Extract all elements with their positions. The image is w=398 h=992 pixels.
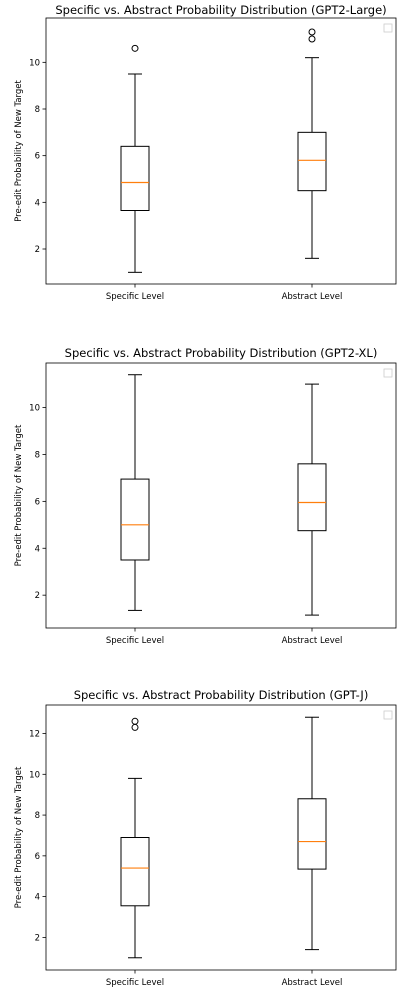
iqr-box: [297, 798, 327, 870]
y-tick-label: 6: [35, 497, 40, 507]
x-tick-label: Abstract Level: [282, 636, 343, 646]
subplot-1: Specific vs. Abstract Probability Distri…: [14, 3, 397, 302]
x-tick-label: Abstract Level: [282, 978, 343, 988]
y-axis-label: Pre-edit Probability of New Target: [14, 79, 24, 221]
box-specific-level: [120, 44, 150, 273]
y-tick-label: 6: [35, 152, 40, 162]
legend: [383, 368, 393, 378]
y-tick-label: 2: [35, 591, 40, 601]
y-tick-label: 6: [35, 852, 40, 862]
plot-frame: [45, 704, 397, 971]
y-tick-label: 2: [35, 933, 40, 943]
box-specific-level: [120, 717, 150, 959]
y-axis-label: Pre-edit Probability of New Target: [14, 766, 24, 908]
legend: [383, 23, 393, 33]
y-tick-label: 10: [29, 770, 40, 780]
outlier-point: [131, 717, 139, 725]
x-tick-label: Specific Level: [106, 292, 164, 302]
iqr-box: [120, 145, 150, 211]
y-tick-label: 8: [35, 450, 40, 460]
plot-frame: [45, 362, 397, 629]
x-tick-label: Specific Level: [106, 636, 164, 646]
chart-title: Specific vs. Abstract Probability Distri…: [65, 346, 378, 360]
box-specific-level: [120, 374, 150, 611]
y-tick-label: 10: [29, 58, 40, 68]
chart-title: Specific vs. Abstract Probability Distri…: [55, 3, 386, 17]
outlier-point: [308, 28, 316, 36]
outlier-point: [131, 723, 139, 731]
iqr-box: [120, 478, 150, 561]
box-abstract-level: [297, 716, 327, 951]
x-tick-label: Abstract Level: [282, 292, 343, 302]
outlier-point: [131, 44, 139, 52]
y-tick-label: 12: [29, 730, 40, 740]
y-tick-label: 8: [35, 105, 40, 115]
iqr-box: [297, 131, 327, 192]
y-tick-label: 4: [35, 544, 40, 554]
y-tick-label: 2: [35, 245, 40, 255]
chart-title: Specific vs. Abstract Probability Distri…: [74, 688, 369, 702]
box-abstract-level: [297, 28, 327, 259]
y-axis-label: Pre-edit Probability of New Target: [14, 424, 24, 566]
box-abstract-level: [297, 383, 327, 616]
legend: [383, 710, 393, 720]
outlier-point: [308, 35, 316, 43]
iqr-box: [120, 837, 150, 907]
y-tick-label: 10: [29, 404, 40, 414]
y-tick-label: 8: [35, 811, 40, 821]
iqr-box: [297, 463, 327, 532]
y-tick-label: 4: [35, 198, 40, 208]
plot-frame: [45, 17, 397, 285]
subplot-2: Specific vs. Abstract Probability Distri…: [14, 346, 397, 646]
y-tick-label: 4: [35, 893, 40, 903]
x-tick-label: Specific Level: [106, 978, 164, 988]
subplot-3: Specific vs. Abstract Probability Distri…: [14, 688, 397, 988]
